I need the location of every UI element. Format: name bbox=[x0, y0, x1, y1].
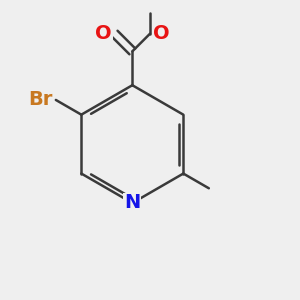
Text: N: N bbox=[124, 194, 140, 212]
Text: O: O bbox=[153, 24, 169, 43]
Text: Br: Br bbox=[28, 90, 53, 110]
Text: O: O bbox=[95, 24, 112, 43]
